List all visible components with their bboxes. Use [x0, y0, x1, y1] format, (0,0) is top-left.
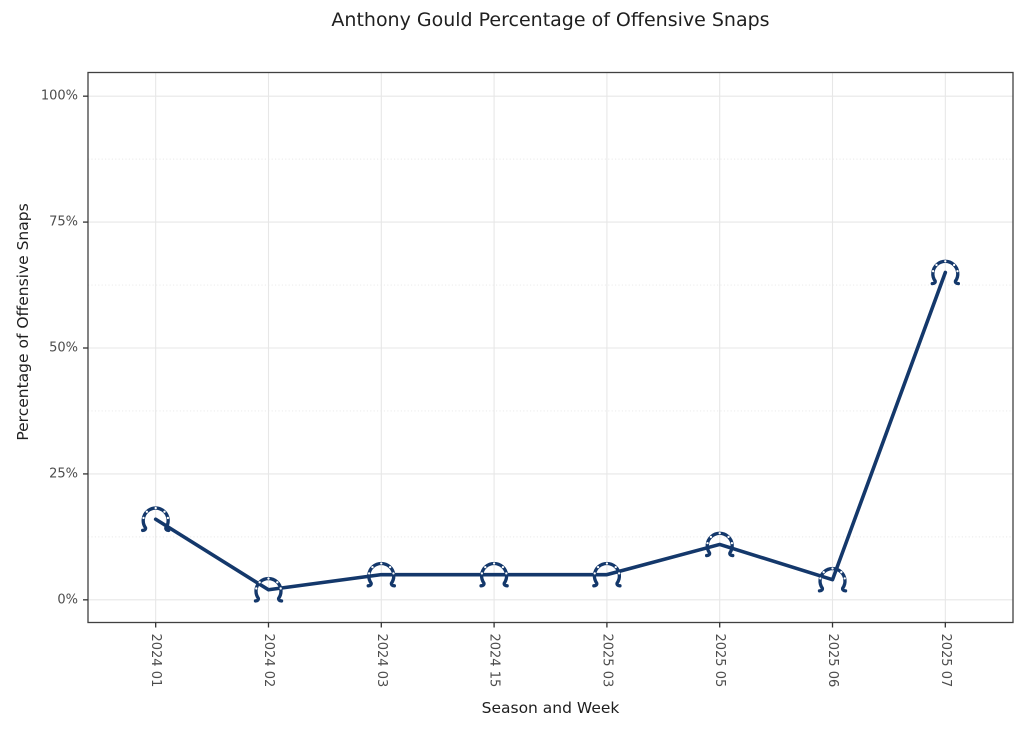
data-point-marker-colts-horseshoe-icon — [479, 561, 509, 588]
horseshoe-nail-hole — [596, 565, 600, 569]
horseshoe-nail-hole — [730, 541, 734, 545]
data-point-marker-colts-horseshoe-icon — [817, 566, 848, 593]
data-point-marker-colts-horseshoe-icon — [253, 577, 284, 603]
x-tick-label: 2024 03 — [374, 634, 389, 688]
horseshoe-nail-hole — [614, 565, 617, 569]
horseshoe-nail-hole — [501, 565, 505, 569]
horseshoe-nail-hole — [944, 260, 947, 263]
y-tick-label: 0% — [57, 592, 78, 607]
horseshoe-nail-hole — [267, 577, 270, 580]
horseshoe-nail-hole — [163, 510, 166, 513]
horseshoe-nail-hole — [831, 567, 834, 570]
horseshoe-nail-hole — [276, 581, 279, 584]
horseshoe-nail-hole — [843, 577, 846, 580]
horseshoe-nail-hole — [605, 562, 609, 565]
x-tick-label: 2024 01 — [148, 634, 163, 688]
horseshoe-nail-hole — [367, 572, 371, 575]
y-tick-label: 25% — [49, 466, 78, 481]
x-axis-title: Season and Week — [481, 699, 620, 717]
x-tick-label: 2025 03 — [599, 634, 614, 688]
horseshoe-nail-hole — [484, 565, 487, 569]
y-tick-label: 75% — [49, 215, 78, 230]
x-tick-label: 2025 06 — [825, 634, 840, 688]
horseshoe-nail-hole — [258, 581, 261, 584]
y-tick-label: 50% — [49, 341, 78, 356]
chart-title: Anthony Gould Percentage of Offensive Sn… — [331, 9, 770, 31]
horseshoe-nail-hole — [255, 587, 258, 590]
horseshoe-nail-hole — [154, 506, 157, 510]
horseshoe-nail-hole — [718, 532, 721, 535]
horseshoe-nail-hole — [505, 572, 508, 575]
horseshoe-nail-hole — [392, 572, 395, 575]
horseshoe-nail-hole — [279, 587, 282, 590]
horseshoe-nail-hole — [371, 565, 374, 569]
data-point-marker-colts-horseshoe-icon — [140, 506, 171, 533]
horseshoe-nail-hole — [145, 510, 149, 513]
horseshoe-nail-hole — [166, 516, 170, 520]
horseshoe-nail-hole — [819, 577, 822, 580]
horseshoe-nail-hole — [822, 571, 825, 574]
horseshoe-nail-hole — [706, 541, 709, 545]
data-point-marker-colts-horseshoe-icon — [366, 561, 397, 588]
horseshoe-nail-hole — [727, 535, 730, 539]
horseshoe-nail-hole — [142, 516, 145, 520]
data-point-marker-colts-horseshoe-icon — [704, 531, 735, 558]
y-tick-label: 100% — [41, 89, 78, 104]
horseshoe-nail-hole — [617, 572, 621, 575]
horseshoe-nail-hole — [935, 263, 938, 267]
horseshoe-nail-hole — [840, 571, 843, 574]
data-point-marker-colts-horseshoe-icon — [592, 561, 622, 588]
horseshoe-nail-hole — [492, 562, 496, 565]
horseshoe-nail-hole — [956, 270, 959, 273]
horseshoe-nail-hole — [709, 535, 713, 539]
horseshoe-nail-hole — [388, 565, 392, 569]
x-tick-label: 2025 07 — [938, 634, 953, 688]
horseshoe-nail-hole — [931, 270, 935, 273]
horseshoe-nail-hole — [593, 572, 596, 575]
horseshoe-nail-hole — [480, 572, 484, 575]
x-tick-label: 2025 05 — [712, 634, 727, 688]
data-point-marker-colts-horseshoe-icon — [930, 259, 961, 286]
x-tick-label: 2024 02 — [261, 634, 276, 688]
horseshoe-nail-hole — [952, 263, 956, 267]
horseshoe-nail-hole — [380, 562, 383, 565]
data-line — [153, 270, 948, 592]
x-tick-label: 2024 15 — [487, 634, 502, 688]
